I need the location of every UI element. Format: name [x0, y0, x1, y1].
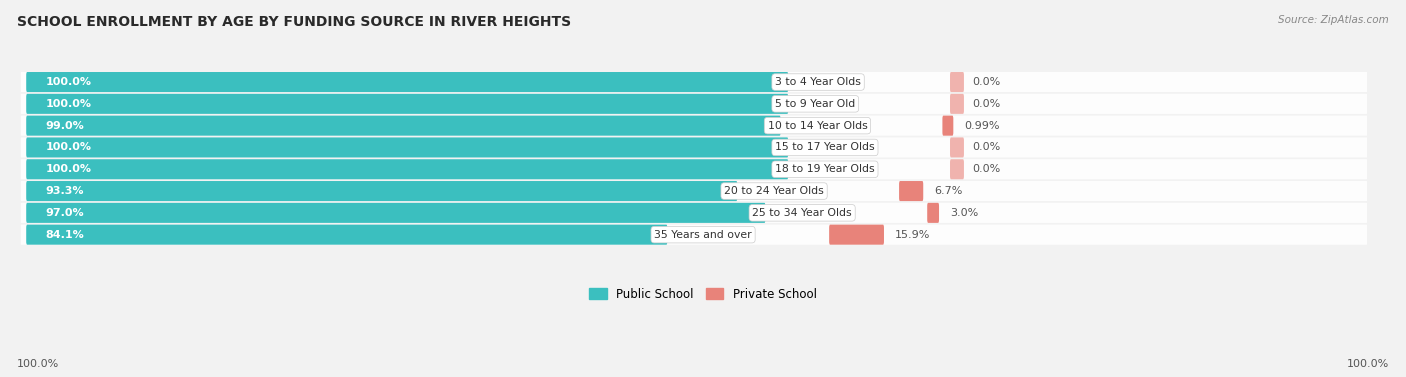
Text: 35 Years and over: 35 Years and over	[654, 230, 752, 240]
Text: 0.0%: 0.0%	[972, 99, 1001, 109]
Text: 99.0%: 99.0%	[45, 121, 84, 131]
Text: 5 to 9 Year Old: 5 to 9 Year Old	[775, 99, 855, 109]
Text: 20 to 24 Year Olds: 20 to 24 Year Olds	[724, 186, 824, 196]
Text: 0.0%: 0.0%	[972, 77, 1001, 87]
FancyBboxPatch shape	[27, 72, 789, 92]
FancyBboxPatch shape	[21, 94, 1367, 114]
FancyBboxPatch shape	[27, 225, 668, 245]
Text: 97.0%: 97.0%	[45, 208, 84, 218]
Text: 100.0%: 100.0%	[17, 359, 59, 369]
FancyBboxPatch shape	[21, 138, 1367, 158]
Text: 93.3%: 93.3%	[45, 186, 84, 196]
FancyBboxPatch shape	[27, 203, 765, 223]
FancyBboxPatch shape	[950, 72, 965, 92]
Text: 84.1%: 84.1%	[45, 230, 84, 240]
FancyBboxPatch shape	[830, 225, 884, 245]
Text: 3 to 4 Year Olds: 3 to 4 Year Olds	[775, 77, 860, 87]
FancyBboxPatch shape	[27, 94, 789, 114]
FancyBboxPatch shape	[21, 72, 1367, 92]
Text: 100.0%: 100.0%	[1347, 359, 1389, 369]
FancyBboxPatch shape	[27, 159, 789, 179]
Text: 100.0%: 100.0%	[45, 77, 91, 87]
Text: 3.0%: 3.0%	[950, 208, 979, 218]
Legend: Public School, Private School: Public School, Private School	[585, 283, 821, 305]
Text: SCHOOL ENROLLMENT BY AGE BY FUNDING SOURCE IN RIVER HEIGHTS: SCHOOL ENROLLMENT BY AGE BY FUNDING SOUR…	[17, 15, 571, 29]
Text: 100.0%: 100.0%	[45, 143, 91, 152]
Text: 100.0%: 100.0%	[45, 99, 91, 109]
Text: 10 to 14 Year Olds: 10 to 14 Year Olds	[768, 121, 868, 131]
FancyBboxPatch shape	[27, 138, 789, 158]
FancyBboxPatch shape	[950, 159, 965, 179]
Text: 15 to 17 Year Olds: 15 to 17 Year Olds	[775, 143, 875, 152]
Text: 18 to 19 Year Olds: 18 to 19 Year Olds	[775, 164, 875, 174]
FancyBboxPatch shape	[927, 203, 939, 223]
Text: 25 to 34 Year Olds: 25 to 34 Year Olds	[752, 208, 852, 218]
Text: 15.9%: 15.9%	[896, 230, 931, 240]
FancyBboxPatch shape	[27, 116, 780, 136]
FancyBboxPatch shape	[950, 138, 965, 158]
Text: Source: ZipAtlas.com: Source: ZipAtlas.com	[1278, 15, 1389, 25]
Text: 100.0%: 100.0%	[45, 164, 91, 174]
FancyBboxPatch shape	[898, 181, 924, 201]
FancyBboxPatch shape	[21, 203, 1367, 223]
FancyBboxPatch shape	[21, 159, 1367, 179]
FancyBboxPatch shape	[950, 94, 965, 114]
Text: 0.0%: 0.0%	[972, 143, 1001, 152]
FancyBboxPatch shape	[21, 225, 1367, 245]
FancyBboxPatch shape	[942, 116, 953, 136]
Text: 0.99%: 0.99%	[965, 121, 1000, 131]
Text: 6.7%: 6.7%	[935, 186, 963, 196]
FancyBboxPatch shape	[27, 181, 737, 201]
Text: 0.0%: 0.0%	[972, 164, 1001, 174]
FancyBboxPatch shape	[21, 116, 1367, 136]
FancyBboxPatch shape	[21, 181, 1367, 201]
